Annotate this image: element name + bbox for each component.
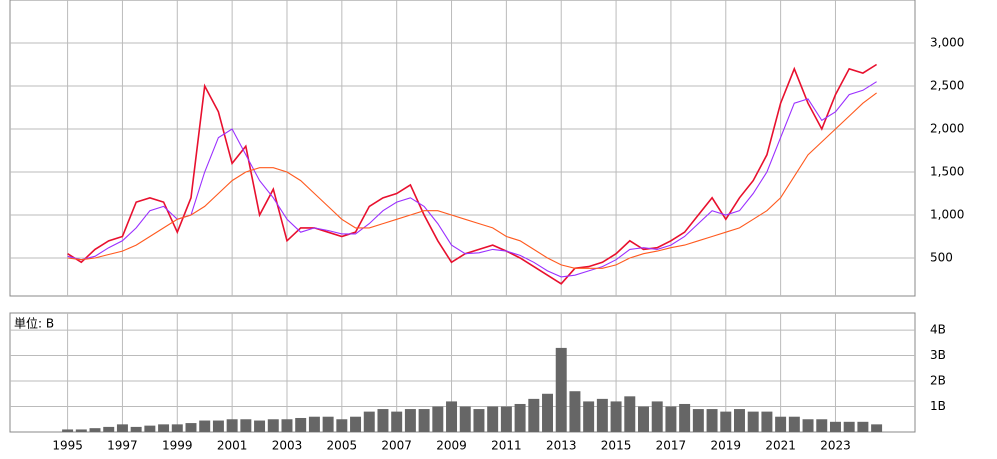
volume-bar	[226, 419, 238, 432]
x-tick-label: 1997	[107, 439, 138, 453]
x-tick-label: 2013	[546, 439, 577, 453]
price-panel	[9, 0, 916, 297]
volume-bar	[651, 401, 663, 432]
volume-bar	[857, 421, 869, 432]
x-tick-label: 2021	[765, 439, 796, 453]
volume-bar	[404, 409, 416, 432]
volume-bar	[254, 420, 266, 432]
volume-bar	[734, 409, 745, 432]
volume-bar	[473, 409, 485, 432]
volume-bar	[363, 411, 375, 432]
volume-bar	[144, 425, 156, 432]
x-tick-label: 2007	[381, 439, 412, 453]
volume-bar	[336, 419, 348, 432]
volume-bar	[281, 419, 293, 432]
volume-bar	[350, 416, 362, 432]
volume-bar	[130, 426, 142, 432]
volume-bar	[514, 403, 526, 432]
y-tick-label: 1,500	[930, 164, 964, 178]
volume-bar	[843, 421, 855, 432]
volume-bar	[171, 424, 183, 432]
price-line	[67, 92, 877, 269]
volume-bar	[391, 411, 403, 432]
volume-bar	[62, 429, 74, 432]
volume-bar	[720, 411, 732, 432]
y-tick-label: 3B	[930, 348, 946, 362]
volume-bar	[158, 424, 170, 432]
y-tick-label: 4B	[930, 323, 946, 337]
x-tick-label: 2005	[327, 439, 358, 453]
volume-bar	[583, 401, 595, 432]
volume-bar	[610, 401, 622, 432]
volume-bar	[267, 419, 279, 432]
volume-bar	[679, 403, 691, 432]
volume-bar	[555, 347, 567, 432]
y-tick-label: 1,000	[930, 207, 964, 221]
x-tick-label: 2019	[710, 439, 741, 453]
volume-bar	[103, 426, 115, 432]
volume-bar	[775, 416, 787, 432]
x-tick-label: 2015	[601, 439, 632, 453]
volume-bar	[308, 416, 320, 432]
volume-bar	[816, 419, 828, 432]
x-tick-label: 1999	[162, 439, 193, 453]
volume-bar	[500, 406, 512, 432]
volume-bar	[377, 409, 389, 432]
x-tick-label: 2001	[217, 439, 248, 453]
x-tick-label: 2023	[820, 439, 851, 453]
y-tick-label: 2,500	[930, 78, 964, 92]
volume-bar	[706, 409, 718, 432]
volume-bar	[665, 406, 677, 432]
volume-bar	[75, 429, 87, 432]
y-tick-label: 500	[930, 250, 953, 264]
volume-bar	[802, 419, 814, 432]
volume-bar	[295, 417, 307, 432]
x-tick-label: 1995	[52, 439, 83, 453]
y-tick-label: 1B	[930, 399, 946, 413]
y-tick-label: 3,000	[930, 35, 964, 49]
volume-bar	[418, 409, 430, 432]
unit-label: 単位: B	[14, 316, 54, 331]
volume-bar	[569, 391, 581, 432]
volume-bar	[692, 409, 704, 432]
volume-bar	[624, 396, 636, 432]
price-line	[67, 63, 878, 285]
volume-bar	[89, 428, 101, 432]
volume-bar	[212, 420, 224, 432]
volume-bar	[116, 424, 128, 432]
volume-bar	[596, 398, 608, 432]
volume-bar	[747, 411, 759, 432]
volume-bar	[761, 411, 773, 432]
price-line	[67, 81, 877, 278]
x-tick-label: 2009	[436, 439, 467, 453]
volume-bar	[542, 393, 553, 432]
volume-bar	[829, 421, 841, 432]
y-tick-label: 2,000	[930, 121, 964, 135]
volume-bar	[871, 424, 883, 432]
volume-bar	[788, 416, 800, 432]
volume-bar	[638, 406, 649, 432]
volume-bar	[322, 416, 334, 432]
volume-bar	[459, 406, 471, 432]
volume-bar	[432, 406, 444, 432]
y-tick-label: 2B	[930, 374, 946, 388]
volume-bar	[487, 406, 499, 432]
volume-bar	[528, 398, 540, 432]
x-tick-label: 2017	[656, 439, 687, 453]
volume-bar	[185, 423, 197, 432]
x-tick-label: 2011	[491, 439, 522, 453]
volume-bar	[240, 419, 252, 432]
x-tick-label: 2003	[272, 439, 303, 453]
volume-bar	[446, 401, 458, 432]
volume-bar	[199, 420, 211, 432]
